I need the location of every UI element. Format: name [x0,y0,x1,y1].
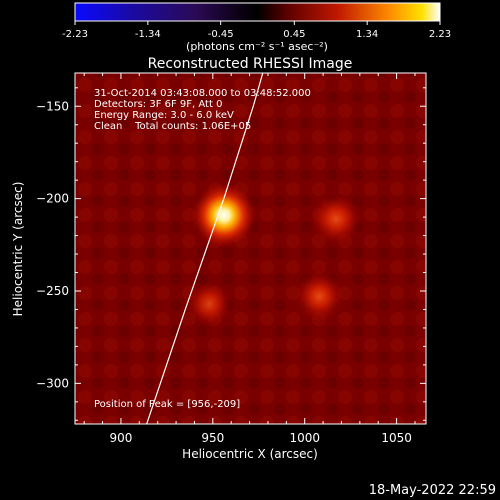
x-tick-label: 950 [201,431,224,445]
colorbar-gradient [74,2,441,22]
colorbar-tick-label: -1.34 [135,29,161,40]
chart-title: Reconstructed RHESSI Image [148,56,353,72]
colorbar: -2.23 -1.34 -0.45 0.45 1.34 2.23 (photons cm⁻… [62,2,451,53]
annotations: 31-Oct-2014 03:43:08.000 to 03:48:52.000… [94,88,311,410]
timestamp-label: 18-May-2022 22:59 [369,483,496,498]
source-blob [311,194,361,244]
plot-frame [74,72,427,425]
annotation-energy-range: Energy Range: 3.0 - 6.0 keV [94,110,234,121]
colorbar-tick-label: -2.23 [62,29,88,40]
colorbar-tick-label: 2.23 [429,29,451,40]
y-axis-label: Heliocentric Y (arcsec) [11,182,25,317]
source-blob [294,272,344,322]
colorbar-tick-label: 1.34 [356,29,378,40]
annotation-peak-position: Position of Peak = [956,-209] [94,399,240,410]
x-tick-label: 900 [109,431,132,445]
colorbar-tick-label: 0.45 [283,29,305,40]
colorbar-units-label: (photons cm⁻² s⁻¹ asec⁻²) [186,40,328,53]
x-tick-label: 1050 [381,431,412,445]
y-tick-label: −300 [36,376,69,390]
solar-limb-curve [146,73,264,424]
y-tick-label: −250 [36,284,69,298]
annotation-time-range: 31-Oct-2014 03:43:08.000 to 03:48:52.000 [94,88,311,99]
annotation-clean-counts: Clean Total counts: 1.06E+05 [94,121,251,132]
y-axis: −150 −200 −250 −300 [36,87,426,421]
source-blob [187,281,232,326]
x-axis: 900 950 1000 1050 [83,73,416,445]
image-area [75,73,426,424]
x-tick-label: 1000 [289,431,320,445]
image-background [75,73,426,424]
colorbar-ticks: -2.23 -1.34 -0.45 0.45 1.34 2.23 [62,21,451,40]
y-tick-label: −150 [36,99,69,113]
x-axis-label: Heliocentric X (arcsec) [182,447,318,461]
sources-layer [187,183,361,326]
y-tick-label: −200 [36,192,69,206]
colorbar-tick-label: -0.45 [208,29,234,40]
annotation-detectors: Detectors: 3F 6F 9F, Att 0 [94,99,222,110]
source-blob [191,183,256,248]
